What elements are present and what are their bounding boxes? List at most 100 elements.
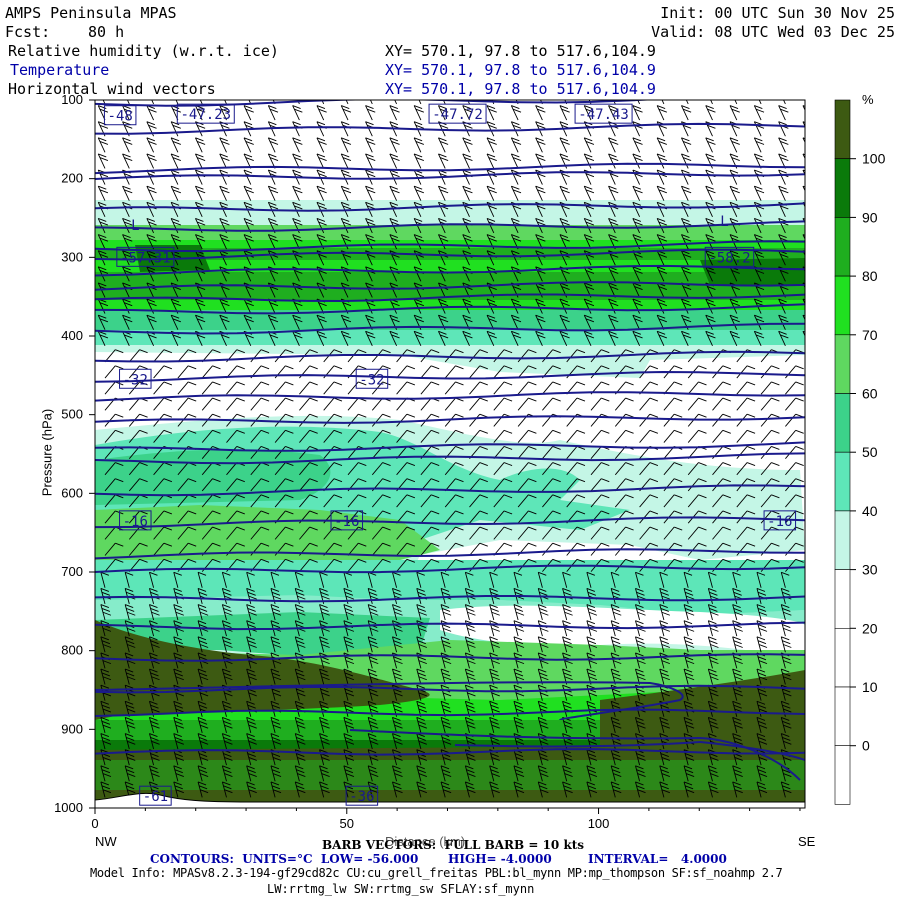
wind-barb <box>639 494 659 508</box>
wind-barb <box>128 542 148 556</box>
wind-barb <box>151 100 155 105</box>
wind-barb <box>537 716 549 733</box>
wind-barb <box>221 700 233 717</box>
wind-barb <box>486 153 497 169</box>
wind-barb <box>608 153 619 169</box>
colorbar-bin <box>834 334 851 394</box>
wind-barb <box>517 510 537 524</box>
wind-barb <box>780 716 792 733</box>
temperature-contour-line <box>95 240 805 253</box>
wind-barb <box>663 558 683 572</box>
wind-barb <box>153 429 173 443</box>
wind-barb <box>392 604 403 621</box>
temperature-label: -48 <box>103 105 137 126</box>
model-info: Model Info: MPASv8.2.3-194-gf29cd82c CU:… <box>90 866 783 880</box>
y-tick-label: 900 <box>61 721 83 736</box>
wind-barb <box>219 298 230 314</box>
wind-barb <box>486 105 497 121</box>
wind-barb <box>177 397 197 411</box>
wind-barb <box>493 494 513 508</box>
wind-barb <box>299 526 318 540</box>
colorbar-tick-label: 80 <box>862 268 878 284</box>
wind-barb <box>542 349 561 363</box>
wind-barb <box>586 684 598 701</box>
wind-barb <box>712 494 731 508</box>
wind-barb <box>153 462 173 476</box>
wind-barb <box>250 478 270 492</box>
wind-barb <box>226 526 245 540</box>
wind-barb <box>802 105 805 112</box>
wind-barb <box>732 620 743 637</box>
wind-barb <box>444 462 464 476</box>
wind-barb <box>707 620 719 637</box>
wind-barb <box>806 717 816 732</box>
wind-barb <box>705 250 716 266</box>
wind-barb <box>614 510 634 524</box>
wind-barb <box>659 604 670 621</box>
wind-barb <box>100 781 112 798</box>
wind-barb <box>316 105 327 121</box>
wind-barb <box>246 781 257 798</box>
wind-barb <box>122 250 133 266</box>
wind-barb <box>806 637 816 652</box>
wind-barb <box>705 137 716 153</box>
temperature-contour-line <box>95 452 805 465</box>
wind-barb <box>343 716 355 733</box>
wind-barb <box>250 526 270 540</box>
wind-barb <box>316 201 327 218</box>
wind-barb <box>566 397 586 411</box>
wind-barb <box>732 636 743 653</box>
wind-barb <box>365 137 376 153</box>
wind-barb <box>146 218 157 234</box>
wind-barb <box>246 571 255 588</box>
wind-barb <box>687 558 707 572</box>
colorbar-tick-label: 40 <box>862 503 878 519</box>
wind-barb <box>517 526 537 540</box>
wind-barb <box>371 462 391 476</box>
wind-barb <box>396 526 416 540</box>
colorbar-tick-label: 90 <box>862 209 878 225</box>
wind-barb <box>756 668 768 685</box>
wind-barb <box>420 381 440 395</box>
wind-barb <box>173 716 184 733</box>
x-axis-label: Distance (km) <box>385 834 466 849</box>
wind-barb <box>440 587 452 604</box>
wind-barb <box>444 381 464 395</box>
wind-barb <box>128 510 148 524</box>
wind-barb <box>583 298 595 314</box>
wind-barb <box>197 749 209 766</box>
colorbar-bin <box>834 510 851 570</box>
wind-barb <box>586 765 598 782</box>
x-tick-label: 50 <box>340 816 354 831</box>
field-temp-name: Temperature <box>10 61 110 79</box>
wind-barb <box>104 365 124 379</box>
wind-barb <box>614 365 634 379</box>
wind-barb <box>323 558 343 572</box>
wind-barb <box>396 510 416 524</box>
wind-barb <box>610 765 622 782</box>
wind-barb <box>566 526 586 540</box>
wind-barb <box>438 105 449 121</box>
colorbar-bin <box>834 745 851 805</box>
valid-time: Valid: 08 UTC Wed 03 Dec 25 <box>651 23 895 41</box>
wind-barb <box>195 153 206 169</box>
wind-barb <box>736 446 756 460</box>
wind-barb <box>197 716 209 733</box>
wind-barb <box>489 620 500 637</box>
wind-barb <box>486 121 497 137</box>
wind-barb <box>517 446 537 460</box>
wind-barb <box>100 668 112 685</box>
wind-barb <box>537 636 549 653</box>
wind-barb <box>392 765 403 782</box>
wind-barb <box>736 494 756 508</box>
wind-barb <box>316 218 327 234</box>
wind-barb <box>656 298 667 314</box>
wind-barb <box>656 105 667 121</box>
wind-barb <box>586 571 596 588</box>
temperature-label: -16 <box>119 510 152 531</box>
wind-barb <box>583 234 595 250</box>
wind-barb <box>464 652 476 669</box>
wind-barb <box>170 185 181 201</box>
wind-barb <box>146 137 157 153</box>
wind-barb <box>778 185 789 201</box>
